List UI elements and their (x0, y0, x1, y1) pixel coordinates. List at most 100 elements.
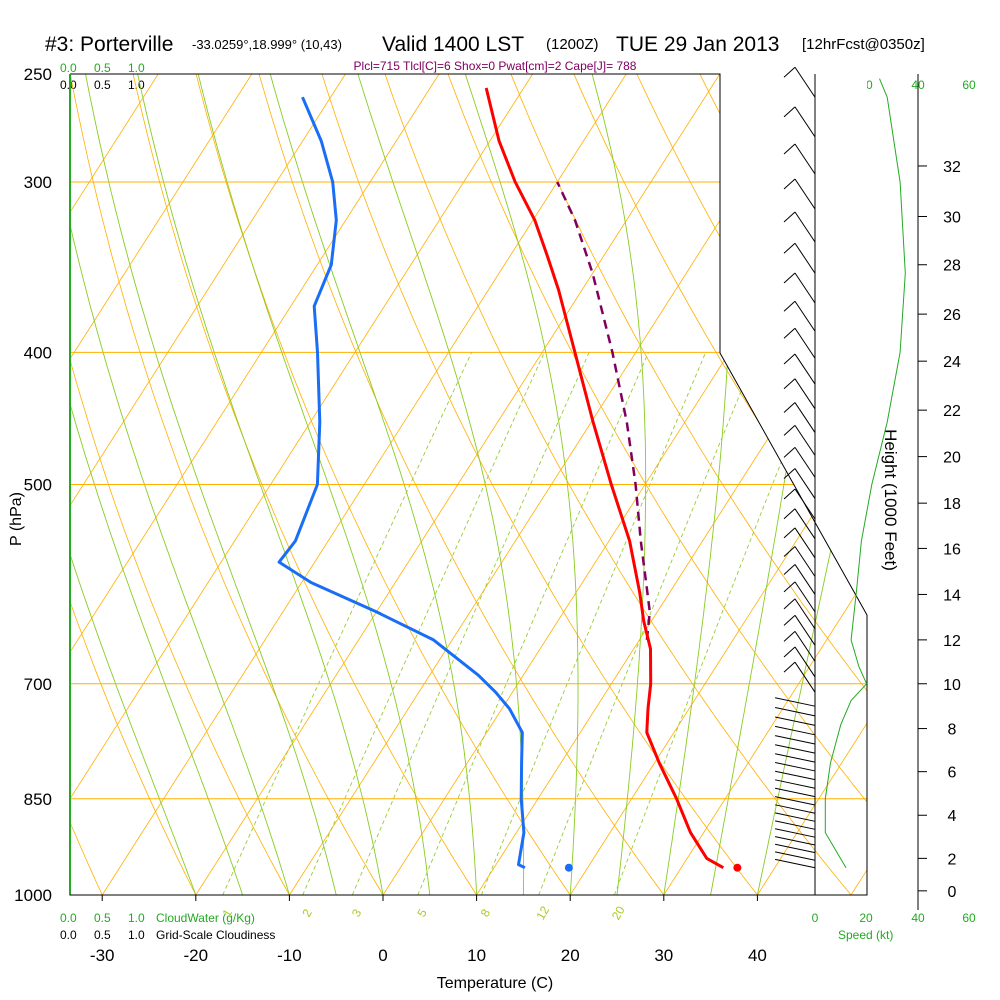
dry-adiabat-line (70, 358, 290, 896)
wind-barb-flag (783, 242, 796, 254)
mixing-ratio-label: 2 (299, 906, 315, 919)
speed-tick-bottom-0: 0 (812, 911, 819, 925)
wind-barb (774, 851, 816, 861)
wind-barb-flag (783, 424, 796, 436)
wind-barb (794, 488, 816, 520)
speed-tick-bottom-60: 60 (962, 911, 976, 925)
wind-barb (774, 779, 816, 789)
station-coords: -33.0259°,18.999° (10,43) (192, 37, 342, 52)
height-tick-label: 10 (943, 677, 961, 694)
station-title: #3: Porterville (45, 33, 173, 56)
dry-adiabat-line (132, 74, 477, 896)
height-tick-label: 18 (943, 496, 961, 513)
mixing-ratio-label: 20 (609, 903, 628, 922)
wind-barb-flag (783, 300, 796, 312)
x-axis-title: Temperature (C) (437, 975, 553, 992)
wind-barb (794, 598, 816, 630)
temperature-tick-label: 20 (561, 946, 580, 965)
height-tick-label: 12 (943, 633, 961, 650)
wind-barb-flag (783, 211, 796, 223)
mixing-ratio-line (417, 352, 649, 896)
wind-barb (794, 527, 816, 559)
pressure-tick-label: 700 (24, 675, 52, 694)
wind-barb (774, 735, 816, 745)
speed-axis-title: Speed (kt) (838, 928, 893, 942)
dry-adiabat-line (0, 74, 9, 895)
pressure-tick-label: 300 (24, 173, 52, 192)
cloudiness-scale-bottom-2: 1.0 (128, 928, 145, 942)
cloudwater-label: CloudWater (g/Kg) (156, 911, 255, 925)
wind-barb (794, 242, 816, 274)
mixing-ratio-label: 12 (533, 903, 552, 922)
cloudiness-label: Grid-Scale Cloudiness (156, 928, 275, 942)
wind-barb (774, 858, 816, 869)
height-tick-label: 4 (948, 808, 957, 825)
wind-barb-flag (783, 178, 796, 190)
wind-barb (774, 804, 816, 814)
dry-adiabat-line (195, 74, 571, 896)
wind-barb-flag (783, 327, 796, 339)
dry-adiabat-line (573, 74, 867, 582)
height-tick-label: 8 (948, 722, 957, 739)
wind-barb-flag (783, 508, 796, 520)
wind-barbs (774, 66, 906, 895)
wind-barb (774, 706, 816, 717)
wind-barb-flag (783, 564, 796, 575)
moist-adiabat-line (197, 74, 431, 896)
wind-barb-flag (783, 468, 796, 479)
temperature-tick-label: -20 (184, 946, 209, 965)
height-tick-label: 26 (943, 307, 961, 324)
wind-barb-flag (783, 272, 796, 284)
wind-barb (774, 762, 816, 772)
wind-barb (794, 581, 816, 613)
wind-barb (774, 744, 816, 754)
dewpoint-trace (277, 96, 526, 870)
height-tick-label: 20 (943, 450, 961, 467)
wind-barb-flag (783, 446, 796, 458)
utc-time: (1200Z) (546, 36, 599, 53)
wind-barb (774, 828, 816, 838)
pressure-tick-label: 850 (24, 790, 52, 809)
mixing-ratio-label: 8 (478, 906, 494, 919)
surface-dewpoint-dot (564, 863, 573, 872)
isotherm-line (757, 722, 867, 896)
wind-barb (774, 725, 816, 736)
isotherm-line (663, 575, 867, 896)
valid-time: Valid 1400 LST (382, 33, 524, 56)
mixing-ratio-label: 5 (414, 906, 430, 919)
cloudwater-scale-bottom-2: 1.0 (128, 911, 145, 925)
moist-adiabat-line (70, 222, 290, 896)
isotherm-line (70, 74, 253, 360)
wind-barb-flag (783, 614, 796, 626)
temperature-tick-label: 10 (467, 946, 486, 965)
dry-adiabat-line (70, 600, 197, 896)
wind-barb-flag (783, 646, 796, 658)
wind-barb (794, 615, 816, 646)
wind-barb-flag (783, 546, 796, 557)
cloudiness-scale-bottom-1: 0.5 (94, 928, 111, 942)
pressure-tick-label: 1000 (14, 886, 52, 905)
temperature-trace (484, 87, 725, 870)
moist-adiabat-line (137, 74, 384, 896)
wind-barb (794, 447, 816, 478)
cloudiness-scale-top-1: 0.5 (94, 78, 111, 92)
wind-barb (794, 300, 816, 332)
surface-temperature-dot (733, 863, 742, 872)
valid-date: TUE 29 Jan 2013 (616, 33, 779, 56)
wind-barb-flag (783, 353, 796, 365)
wind-barb (794, 631, 816, 662)
moist-adiabat-line (269, 74, 478, 896)
pressure-tick-label: 250 (24, 65, 52, 84)
wind-barb (774, 753, 816, 763)
wind-barb (794, 353, 816, 385)
wind-barb (794, 564, 816, 595)
wind-barb-flag (783, 661, 796, 673)
height-tick-label: 0 (948, 884, 957, 901)
speed-tick-bottom-40: 40 (911, 911, 925, 925)
mixing-ratio-line (480, 352, 707, 896)
wind-barb (774, 716, 816, 726)
height-tick-label: 24 (943, 354, 961, 371)
wind-barb (794, 66, 816, 98)
forecast-info: [12hrFcst@0350z] (802, 36, 925, 53)
